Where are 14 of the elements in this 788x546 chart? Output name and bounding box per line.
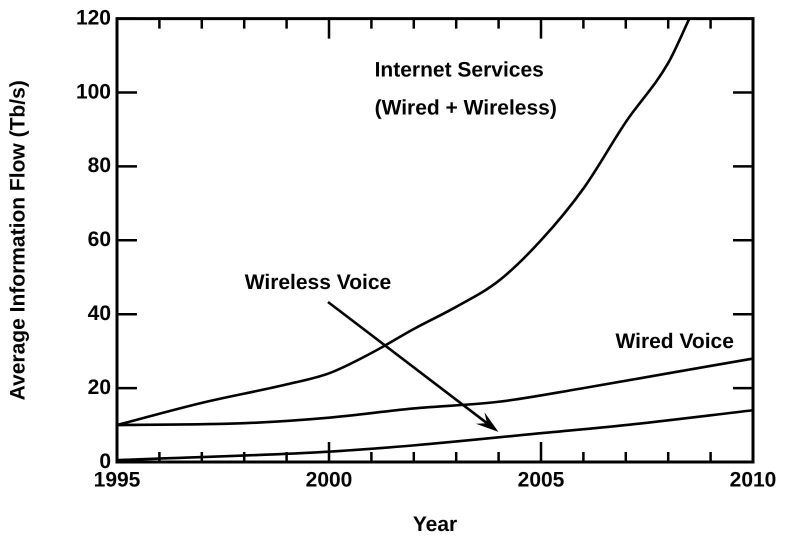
y-tick-label: 100 [76,80,111,104]
x-axis-title: Year [412,513,458,536]
y-tick-label: 60 [88,228,111,252]
x-tick-label: 2010 [730,468,776,492]
x-tick-label: 2000 [306,468,352,492]
legend-label: Internet Services (Wired + Wireless) [374,58,557,120]
text: Wireless Voice [244,271,392,294]
legend-label: Wired Voice [615,330,734,354]
y-axis-title: Average Information Flow (Tb/s) [6,80,30,400]
y-tick-label: 80 [88,154,111,178]
x-tick-label: 2005 [518,468,565,492]
y-tick-label: 120 [76,6,111,30]
y-tick-label: 40 [88,302,111,325]
y-tick-label: 20 [88,376,111,399]
